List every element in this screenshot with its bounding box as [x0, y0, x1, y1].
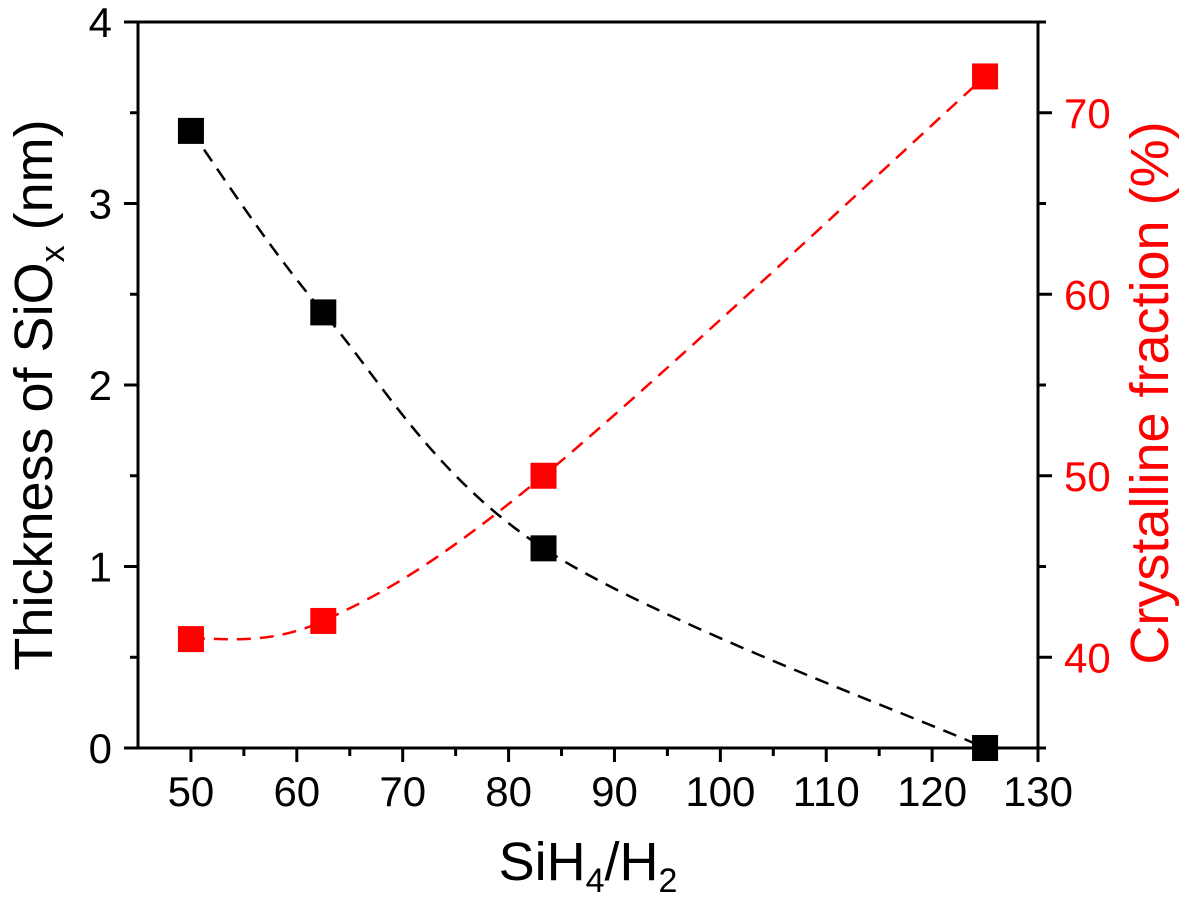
markers-layer — [177, 63, 999, 761]
y-right-axis-title: Crystalline fraction (%) — [1120, 121, 1180, 664]
series-1-point — [177, 117, 204, 144]
series-1-line — [189, 130, 986, 750]
x-tick-label: 110 — [793, 768, 860, 815]
curves-layer — [189, 75, 986, 750]
y-right-tick-label: 70 — [1064, 90, 1111, 137]
series-2-point — [177, 626, 204, 653]
x-tick-label: 130 — [1003, 768, 1073, 815]
series-2-line — [190, 75, 986, 641]
x-tick-label: 70 — [379, 768, 426, 815]
y-left-tick-label: 4 — [89, 0, 112, 46]
series-1-point — [530, 535, 557, 562]
x-axis-title: SiH4/H2 — [499, 832, 678, 900]
x-tick-label: 100 — [685, 768, 755, 815]
x-tick-label: 50 — [168, 768, 215, 815]
x-tick-label: 120 — [897, 768, 967, 815]
y-left-tick-label: 3 — [89, 181, 112, 228]
series-1-point — [310, 299, 337, 326]
y-left-tick-label: 2 — [89, 362, 112, 409]
ticks-layer — [124, 20, 1052, 762]
y-left-tick-label: 0 — [89, 725, 112, 772]
y-right-tick-label: 40 — [1064, 634, 1111, 681]
y-left-tick-label: 1 — [89, 544, 112, 591]
tick-labels-layer: 50 60 70 80 90 100 110 120 130 0 1 2 3 4 40 50 60 70 — [89, 0, 1111, 815]
x-tick-label: 90 — [591, 768, 638, 815]
x-tick-label: 60 — [273, 768, 320, 815]
series-2-point — [310, 607, 337, 634]
series-2-point — [972, 63, 999, 90]
y-left-axis-title: Thickness of SiOx (nm) — [4, 119, 72, 670]
y-right-tick-label: 60 — [1064, 271, 1111, 318]
y-right-tick-label: 50 — [1064, 453, 1111, 500]
x-tick-label: 80 — [485, 768, 532, 815]
plot-frame — [136, 20, 1040, 750]
series-2-point — [530, 462, 557, 489]
